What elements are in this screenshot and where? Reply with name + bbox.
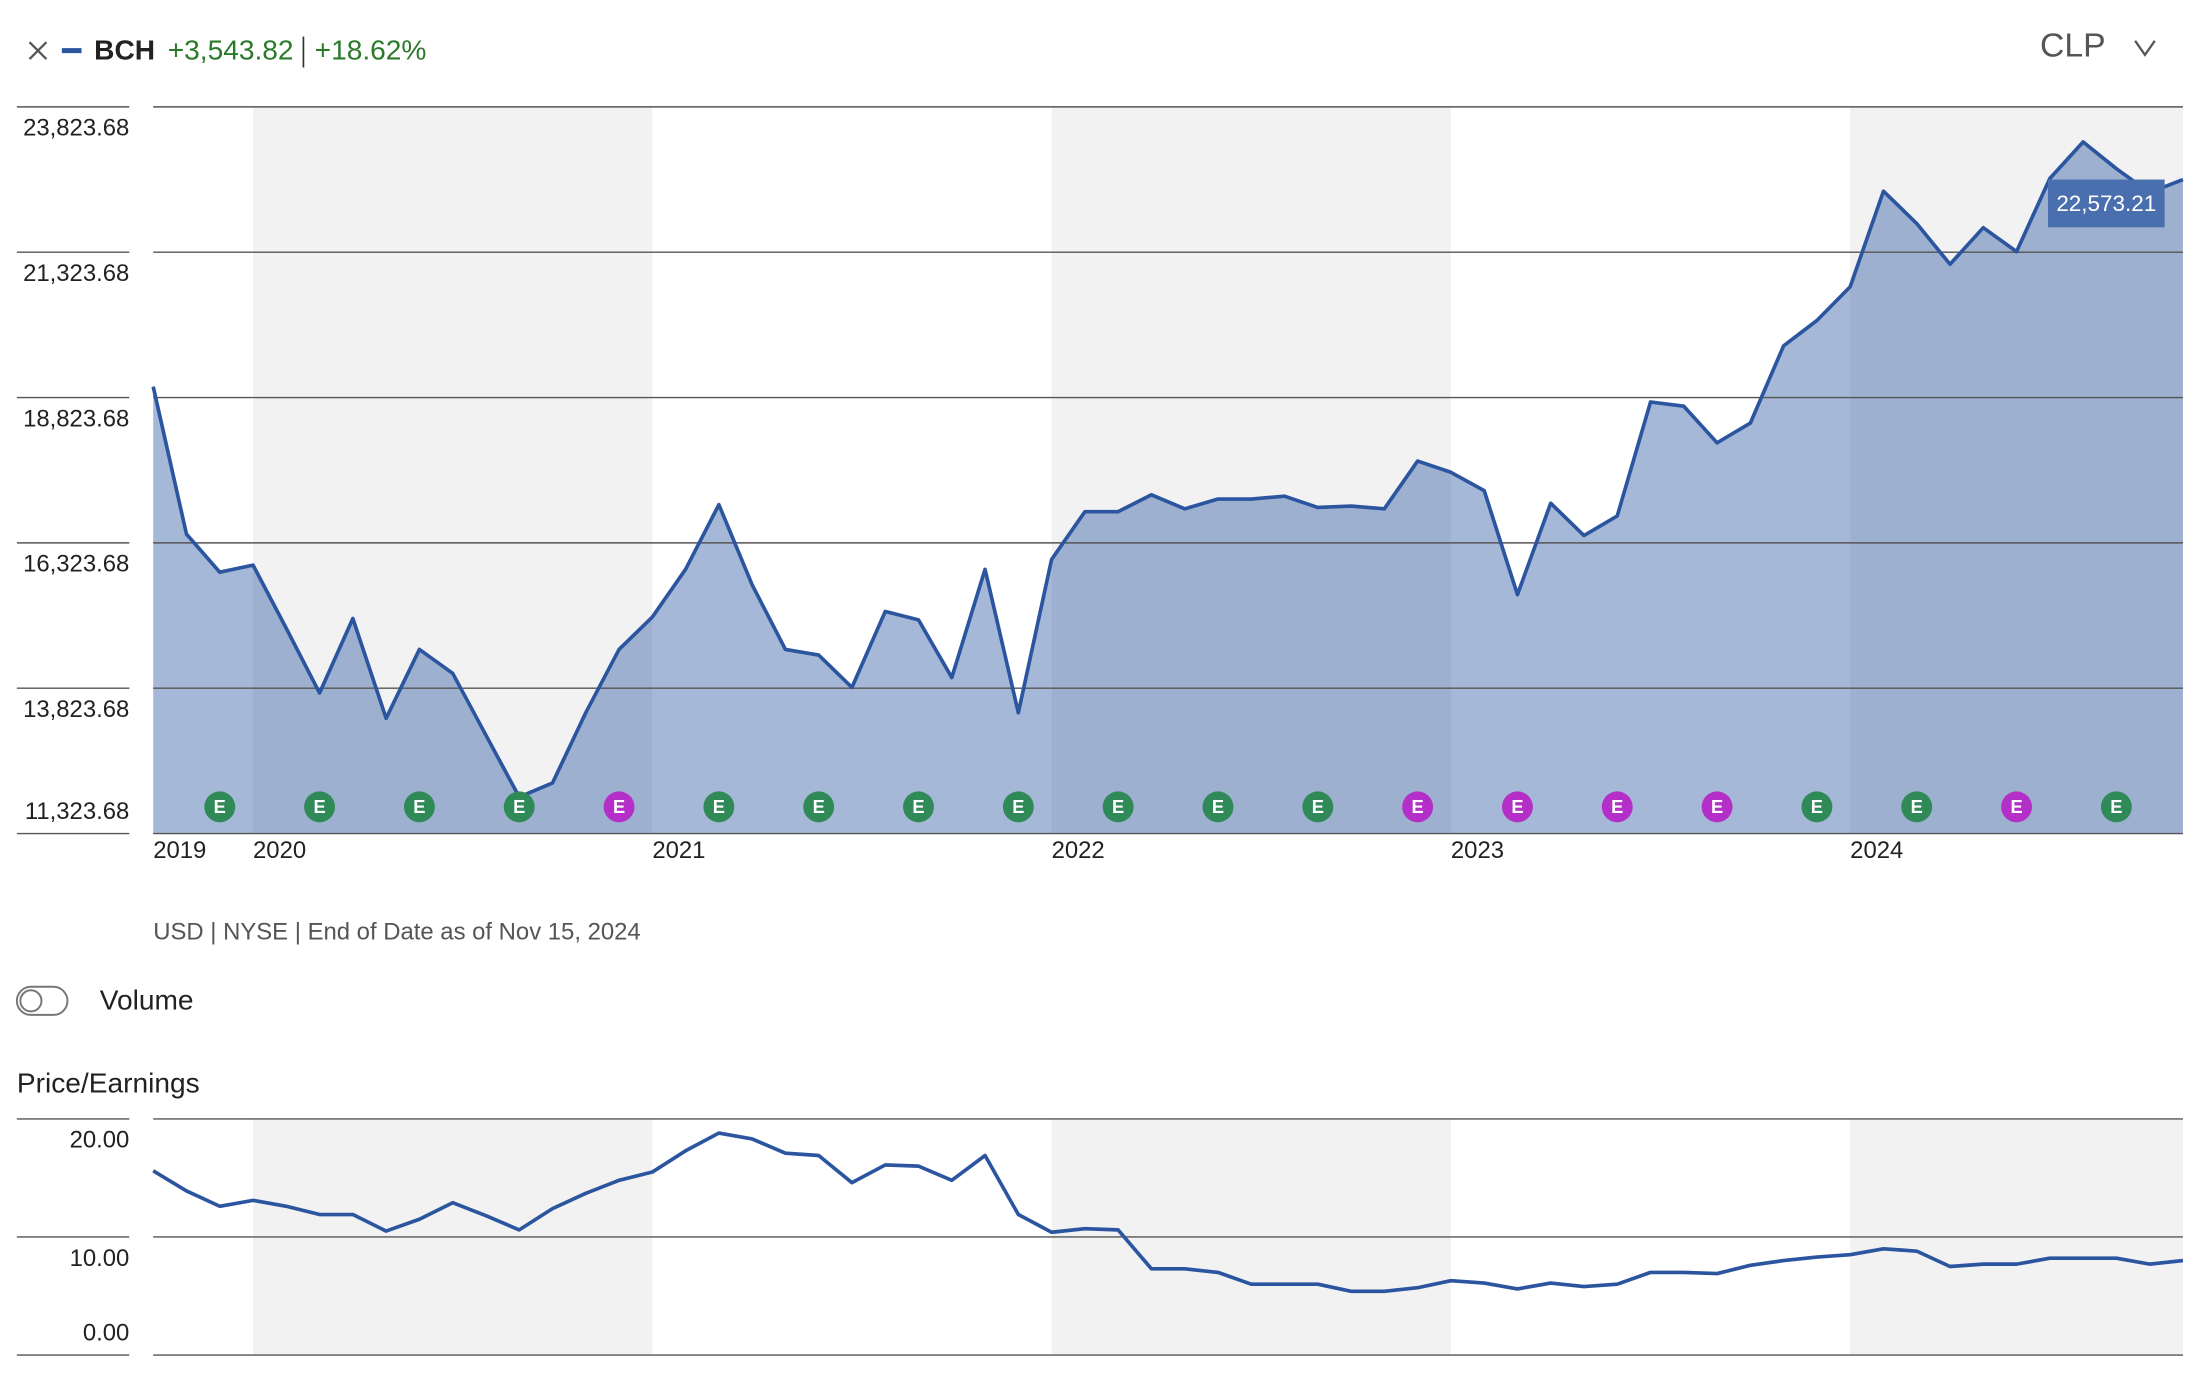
earnings-event[interactable]: E <box>403 791 435 823</box>
y-tick-label: 10.00 <box>70 1245 130 1272</box>
earnings-event[interactable]: E <box>1102 791 1134 823</box>
x-tick-label: 2024 <box>1850 837 1903 864</box>
x-tick-label: 2021 <box>652 837 705 864</box>
change: +3,543.82 <box>168 34 294 65</box>
event-label: E <box>1711 796 1723 817</box>
event-label: E <box>1611 796 1623 817</box>
earnings-event[interactable]: E <box>1202 791 1234 823</box>
event-label: E <box>1012 796 1024 817</box>
event-marker <box>2100 791 2132 823</box>
chart-line: Price/Earnings 0.00 10.00 20.00 <box>16 1068 2184 1356</box>
earnings-event[interactable]: E <box>204 791 236 823</box>
earnings-event[interactable]: E <box>2001 791 2033 823</box>
earnings-event[interactable]: E <box>703 791 735 823</box>
event-marker <box>1701 791 1733 823</box>
currency-dropdown[interactable]: CLP <box>2040 27 2156 65</box>
earnings-event[interactable]: E <box>1402 791 1434 823</box>
event-marker <box>503 791 535 823</box>
area <box>153 141 2183 834</box>
event-label: E <box>613 796 625 817</box>
event-marker <box>304 791 336 823</box>
chart-area: 11,323.68 13,823.68 16,323.68 18,823.68 21,3… <box>16 106 2184 864</box>
close-icon <box>28 41 48 60</box>
earnings-event[interactable]: E <box>603 791 635 823</box>
event-marker <box>603 791 635 823</box>
y-tick-label: 23,823.68 <box>23 115 129 142</box>
event-label: E <box>1911 796 1923 817</box>
event-label: E <box>214 796 226 817</box>
earnings-event[interactable]: E <box>1302 791 1334 823</box>
event-label: E <box>1811 796 1823 817</box>
line <box>151 140 2184 799</box>
earnings-event[interactable]: E <box>1501 791 1533 823</box>
event-marker <box>1102 791 1134 823</box>
year-band <box>1850 106 2183 834</box>
symbol: BCH <box>94 34 155 65</box>
event-marker <box>2001 791 2033 823</box>
x-tick-label: 2020 <box>253 837 306 864</box>
x-tick-label: 2023 <box>1451 837 1504 864</box>
event-label: E <box>1412 796 1424 817</box>
currency: CLP <box>2040 27 2106 65</box>
event-label: E <box>1312 796 1324 817</box>
event-label: E <box>813 796 825 817</box>
event-label: E <box>713 796 725 817</box>
earnings-event[interactable]: E <box>503 791 535 823</box>
footnote: USD | NYSE | End of Date as of Nov 15, 2… <box>153 919 641 946</box>
y-tick-label: 0.00 <box>83 1319 129 1346</box>
y-tick-label: 18,823.68 <box>23 405 129 432</box>
y-tick-label: 16,323.68 <box>23 551 129 578</box>
earnings-event[interactable]: E <box>304 791 336 823</box>
earnings-event[interactable]: E <box>1002 791 1034 823</box>
earnings-event[interactable]: E <box>1801 791 1833 823</box>
volume-label: Volume <box>100 985 194 1016</box>
y-tick-label: 13,823.68 <box>23 696 129 723</box>
event-marker <box>1302 791 1334 823</box>
event-label: E <box>912 796 924 817</box>
earnings-event[interactable]: E <box>2100 791 2132 823</box>
event-label: E <box>2110 796 2122 817</box>
value-label: 22,573.21 <box>2056 191 2156 216</box>
event-marker <box>1901 791 1933 823</box>
event-label: E <box>513 796 525 817</box>
event-label: E <box>313 796 325 817</box>
earnings-event[interactable]: E <box>1701 791 1733 823</box>
y-tick-label: 11,323.68 <box>25 798 129 825</box>
event-marker <box>1402 791 1434 823</box>
event-marker <box>703 791 735 823</box>
event-label: E <box>2010 796 2022 817</box>
x-tick-label: 2022 <box>1052 837 1105 864</box>
value-label-box <box>2047 179 2165 228</box>
event-marker <box>1002 791 1034 823</box>
event-label: E <box>1511 796 1523 817</box>
event-label: E <box>1112 796 1124 817</box>
event-label: E <box>413 796 425 817</box>
event-marker <box>1202 791 1234 823</box>
chevron <box>2134 40 2156 57</box>
year-band <box>1051 106 1451 834</box>
event-marker <box>1501 791 1533 823</box>
earnings-event[interactable]: E <box>803 791 835 823</box>
earnings-event[interactable]: E <box>1901 791 1933 823</box>
close-button[interactable] <box>28 41 48 60</box>
earnings-event[interactable]: E <box>903 791 934 823</box>
event-marker <box>803 791 835 823</box>
y-tick-label: 21,323.68 <box>23 260 129 287</box>
event-marker <box>903 791 934 823</box>
event-marker <box>1601 791 1633 823</box>
y-tick-label: 20.00 <box>70 1127 130 1154</box>
volume-toggle[interactable] <box>15 985 69 1016</box>
line <box>152 1131 2184 1294</box>
event-marker <box>1801 791 1833 823</box>
toggle-knob <box>19 989 43 1013</box>
change-percent: +18.62% <box>315 34 427 65</box>
chart-title: Price/Earnings <box>17 1068 200 1099</box>
x-tick-label: 2019 <box>153 837 206 864</box>
earnings-event[interactable]: E <box>1601 791 1633 823</box>
event-marker <box>403 791 435 823</box>
event-marker <box>204 791 236 823</box>
event-label: E <box>1212 796 1224 817</box>
